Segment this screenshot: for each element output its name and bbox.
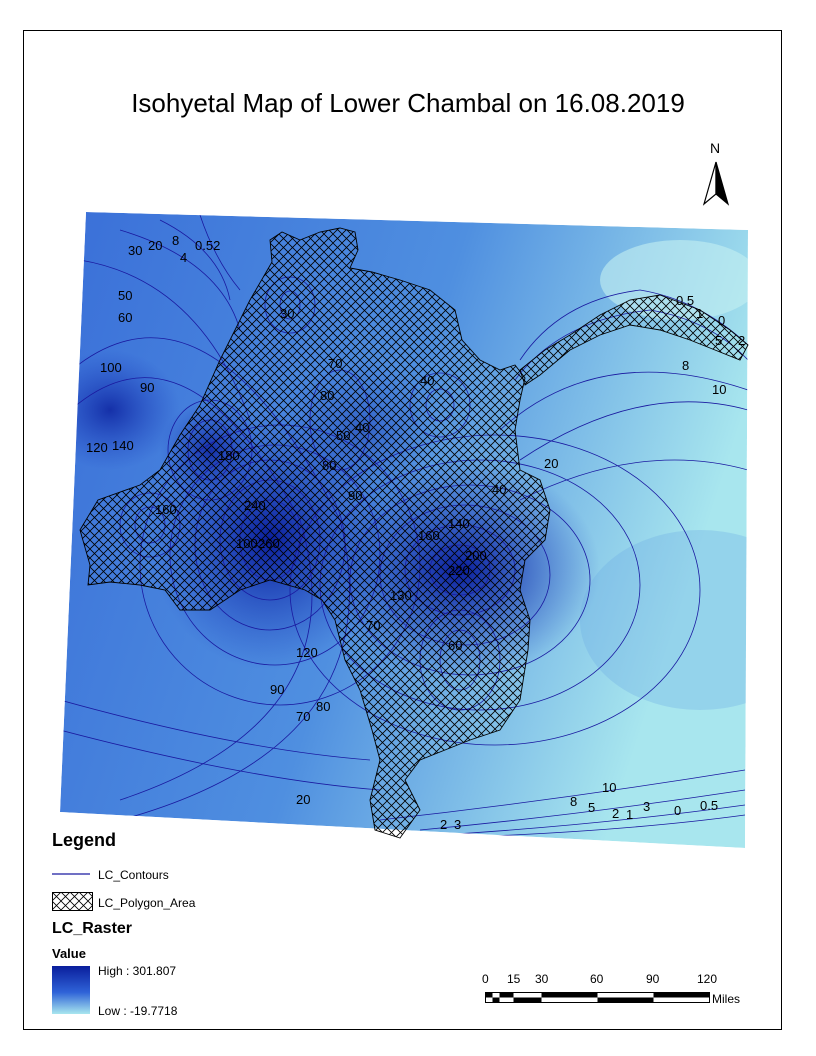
legend-raster-label: LC_Raster [52,920,133,937]
north-label: N [710,140,721,156]
contour-label: 200 [465,548,487,563]
contour-label: 3 [643,799,650,814]
north-arrow-icon [702,161,730,206]
contour-label: 3 [454,817,461,832]
contour-label: 260 [258,536,280,551]
contour-label: 30 [128,243,142,258]
scale-tick-label: 0 [482,972,489,986]
contour-label: 80 [316,699,330,714]
contour-label: 160 [418,528,440,543]
contour-label: 90 [140,380,154,395]
contour-label: 4 [180,250,187,265]
contour-label: 1 [696,306,703,321]
polygon-area-arm [519,294,749,386]
contour-label: 1 [626,807,633,822]
contour-label: 220 [448,563,470,578]
contour-label: 5 [715,333,722,348]
contour-label: 20 [148,238,162,253]
scale-tick-label: 15 [507,972,521,986]
contour-label: 70 [296,709,310,724]
contour-label: 2 [738,333,745,348]
scale-tick-label: 120 [697,972,718,986]
contour-label: 240 [244,498,266,513]
contour-label: 0 [718,313,725,328]
contour-label: 8 [172,233,179,248]
contour-label: 10 [602,780,616,795]
legend-value-label: Value [52,946,86,961]
contour-label: 120 [86,440,108,455]
contour-line-swatch [52,873,90,875]
contour-label: 40 [355,420,369,435]
contour-label: 160 [155,502,177,517]
contour-label: 40 [420,373,434,388]
contour-label: 90 [348,488,362,503]
contour-label: 50 [118,288,132,303]
contour-label: 20 [544,456,558,471]
contour-label: 0.5 [676,293,694,308]
legend-heading: Legend [52,830,117,850]
contour-label: 100 [236,536,258,551]
scale-tick-label: 60 [590,972,604,986]
contour-label: 140 [112,438,134,453]
contour-label: 130 [390,588,412,603]
contour-label: 180 [218,448,240,463]
map-title: Isohyetal Map of Lower Chambal on 16.08.… [131,88,685,118]
contour-label: 40 [492,482,506,497]
contour-label: 0 [674,803,681,818]
contour-label: 60 [118,310,132,325]
contour-label: 0.5 [700,798,718,813]
scale-tick-label: 90 [646,972,660,986]
legend-polygon-label: LC_Polygon_Area [98,896,196,910]
contour-label-group: 30 20 8 4 0.52 50 60 100 90 120 140 80 4… [86,233,745,832]
legend-low-label: Low : -19.7718 [98,1004,178,1018]
map-frame [23,30,782,1030]
scale-bar: 0 15 30 60 90 120 Miles [480,966,760,1016]
contour-label: 5 [588,800,595,815]
contour-label: 2 [440,817,447,832]
contour-label: 10 [712,382,726,397]
contour-label: 80 [322,458,336,473]
scale-unit-label: Miles [712,992,741,1006]
raster-color-ramp [52,966,90,1014]
contour-label: 120 [296,645,318,660]
contour-label: 30 [280,306,294,321]
contour-label: 0.52 [195,238,220,253]
contour-label: 8 [682,358,689,373]
polygon-area [79,227,551,839]
contour-label: 50 [336,428,350,443]
polygon-swatch [52,892,93,911]
legend-contours-label: LC_Contours [98,868,169,882]
contour-label: 8 [570,794,577,809]
contour-label: 70 [366,618,380,633]
legend-high-label: High : 301.807 [98,964,177,978]
scale-bar-graphic [485,992,710,1003]
contour-label: 100 [100,360,122,375]
contour-label: 80 [320,388,334,403]
contour-label: 2 [612,806,619,821]
contour-label: 60 [448,638,462,653]
contour-label: 90 [270,682,284,697]
north-arrow: N [700,140,736,210]
contour-label: 70 [328,356,342,371]
scale-tick-label: 30 [535,972,549,986]
contour-label: 140 [448,516,470,531]
contour-label: 20 [296,792,310,807]
